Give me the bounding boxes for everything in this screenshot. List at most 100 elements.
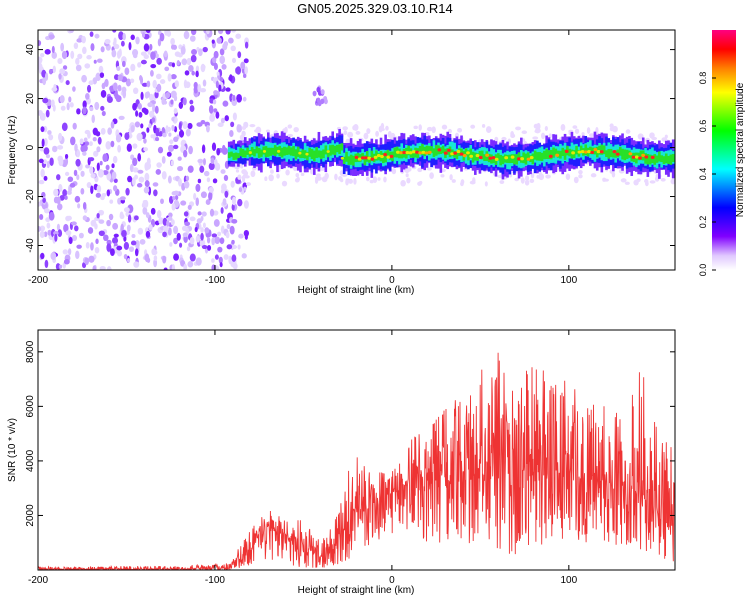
noise-dot xyxy=(183,211,189,217)
noise-dot xyxy=(64,195,68,200)
band-segment-3 xyxy=(607,148,611,159)
noise-dot xyxy=(157,146,164,154)
noise-dot xyxy=(38,158,44,164)
snr-xtick-label: 100 xyxy=(560,575,577,586)
noise-dot xyxy=(232,112,237,121)
noise-dot xyxy=(92,136,97,142)
noise-dot xyxy=(76,149,81,158)
noise-dot xyxy=(156,162,162,168)
halo-dot xyxy=(369,179,374,184)
noise-dot xyxy=(58,132,63,142)
band-segment-3 xyxy=(267,147,270,157)
snr-ytick-label: 8000 xyxy=(25,340,36,363)
noise-dot xyxy=(243,58,249,64)
noise-dot xyxy=(45,217,51,223)
snr-plot-area xyxy=(38,352,675,570)
noise-dot xyxy=(105,141,112,150)
band-segment-3 xyxy=(347,156,351,165)
noise-dot xyxy=(161,155,166,164)
noise-dot xyxy=(152,182,159,187)
noise-dot xyxy=(149,110,155,118)
halo-dot xyxy=(353,177,357,185)
noise-dot xyxy=(156,210,162,219)
halo-dot xyxy=(264,176,268,182)
halo-dot xyxy=(510,130,515,138)
band-segment-3 xyxy=(269,147,272,156)
colorbar xyxy=(712,30,736,270)
noise-dot xyxy=(99,160,103,166)
band-segment-3 xyxy=(296,146,300,157)
noise-dot xyxy=(44,72,49,81)
noise-dot xyxy=(166,220,170,227)
band-segment-3 xyxy=(639,150,643,161)
snr-xtick-label: 0 xyxy=(389,575,395,586)
snr-ylabel: SNR (10 * v/v) xyxy=(7,418,18,482)
halo-dot xyxy=(287,133,294,137)
band-segment-3 xyxy=(598,145,601,155)
noise-dot xyxy=(162,231,167,238)
noise-dot xyxy=(152,250,158,256)
noise-dot xyxy=(211,258,215,263)
noise-dot xyxy=(74,225,79,232)
band-segment-3 xyxy=(589,146,592,155)
noise-dot xyxy=(106,243,112,252)
noise-dot xyxy=(173,126,178,133)
halo-dot xyxy=(574,128,580,134)
noise-dot xyxy=(206,236,211,244)
noise-dot xyxy=(201,144,206,154)
band-hotspot xyxy=(462,154,467,158)
band-hotspot xyxy=(590,150,595,155)
noise-dot xyxy=(78,232,84,239)
halo-dot xyxy=(470,124,476,129)
noise-dot xyxy=(195,235,201,243)
halo-dot xyxy=(383,176,387,183)
halo-dot xyxy=(499,180,505,185)
halo-dot xyxy=(624,181,630,185)
halo-dot xyxy=(494,136,499,143)
noise-dot xyxy=(222,198,227,206)
noise-dot xyxy=(165,125,169,134)
noise-dot xyxy=(126,224,131,232)
noise-dot xyxy=(212,178,218,184)
band-segment-3 xyxy=(515,154,519,165)
noise-dot xyxy=(115,133,122,143)
noise-dot xyxy=(145,212,150,219)
noise-dot xyxy=(137,102,142,110)
noise-dot xyxy=(38,201,41,207)
noise-dot xyxy=(238,187,243,193)
noise-dot xyxy=(100,105,105,111)
halo-dot xyxy=(239,134,245,141)
noise-dot xyxy=(214,254,219,260)
noise-dot xyxy=(123,236,127,242)
band-hotspot xyxy=(408,151,413,155)
noise-dot xyxy=(171,264,176,270)
band-segment-3 xyxy=(280,147,284,158)
halo-dot xyxy=(515,126,522,131)
noise-dot xyxy=(132,102,137,111)
noise-dot xyxy=(137,62,142,68)
colorbar-tick-label: 0.4 xyxy=(698,168,708,181)
band-segment-2 xyxy=(326,144,330,156)
noise-dot xyxy=(171,203,176,211)
noise-dot xyxy=(132,143,138,149)
noise-dot xyxy=(111,237,119,244)
noise-dot xyxy=(173,225,179,235)
band-segment-3 xyxy=(540,152,544,162)
band-segment-3 xyxy=(430,146,433,153)
noise-dot xyxy=(217,231,222,237)
noise-dot xyxy=(38,225,42,232)
band-hotspot xyxy=(277,149,281,153)
noise-dot xyxy=(137,227,144,235)
noise-dot xyxy=(116,245,123,251)
halo-dot xyxy=(501,136,507,141)
noise-dot xyxy=(210,157,215,165)
band-segment-3 xyxy=(294,149,298,160)
noise-dot xyxy=(69,30,74,34)
snr-frame xyxy=(37,329,676,571)
band-hotspot xyxy=(612,150,617,154)
band-segment-3 xyxy=(250,147,254,156)
halo-dot xyxy=(418,124,422,131)
band-hotspot xyxy=(644,155,649,159)
snr-ytick-label: 6000 xyxy=(25,395,36,418)
